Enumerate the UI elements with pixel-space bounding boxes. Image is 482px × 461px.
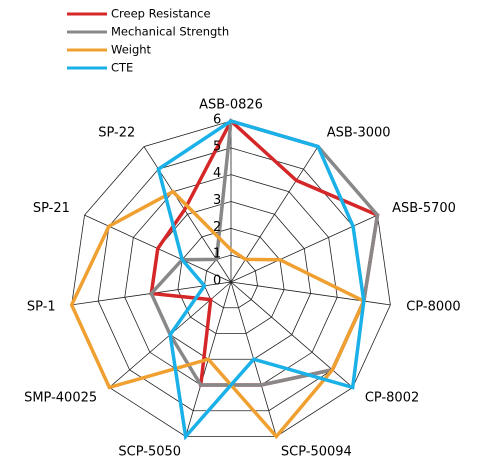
series-line <box>69 189 367 440</box>
category-label: ASB-3000 <box>327 126 391 141</box>
spoke <box>230 146 319 283</box>
category-label: SCP-5050 <box>118 444 181 457</box>
r-tick-label: 4 <box>213 166 221 181</box>
category-label: SP-1 <box>27 300 56 315</box>
category-label: SP-22 <box>98 126 135 141</box>
series-line <box>156 119 366 441</box>
r-tick-label: 2 <box>213 220 221 235</box>
r-tick-label: 5 <box>213 139 221 154</box>
r-tick-label: 3 <box>213 193 221 208</box>
category-label: CP-8002 <box>365 390 419 405</box>
category-label: ASB-0826 <box>199 97 263 112</box>
category-label: SMP-40025 <box>24 390 97 405</box>
grid-ring <box>97 147 365 412</box>
category-label: CP-8000 <box>406 300 460 315</box>
r-tick-label: 1 <box>213 247 221 262</box>
r-tick-label: 0 <box>213 274 221 289</box>
category-label: ASB-5700 <box>392 201 456 216</box>
grid-ring <box>204 254 258 309</box>
r-tick-label: 6 <box>213 113 221 128</box>
category-label: SP-21 <box>33 201 70 216</box>
grid-ring <box>177 227 285 334</box>
category-label: SCP-50094 <box>281 444 352 457</box>
legend-label: Mechanical Strength <box>111 25 229 39</box>
legend-label: Creep Resistance <box>111 7 211 21</box>
legend-label: CTE <box>111 61 133 75</box>
legend-label: Weight <box>111 43 152 57</box>
